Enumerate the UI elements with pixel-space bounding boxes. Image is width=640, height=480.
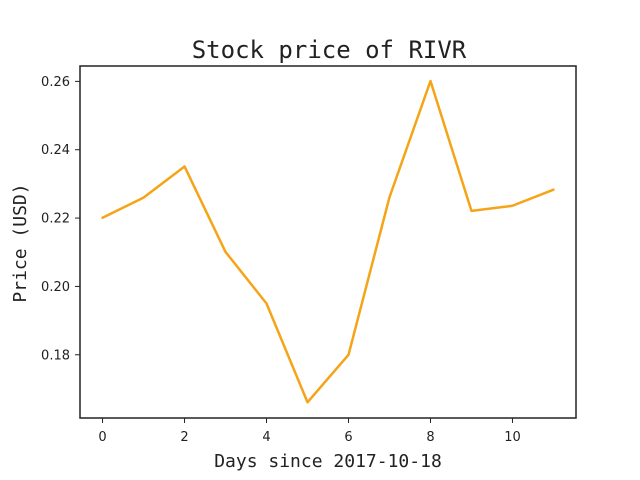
y-tick-label: 0.20 (41, 280, 70, 295)
x-tick-label: 4 (262, 430, 270, 445)
x-tick-label: 8 (426, 430, 434, 445)
series-layer (101, 79, 555, 404)
y-tick-label: 0.26 (41, 75, 70, 90)
x-axis-ticks: 0 2 4 6 8 10 (98, 418, 521, 445)
plot-frame (79, 65, 577, 419)
x-tick-label: 10 (504, 430, 521, 445)
x-tick-label: 6 (344, 430, 352, 445)
y-tick-label: 0.18 (41, 348, 70, 363)
price-series-line (101, 79, 555, 404)
y-tick-label: 0.24 (41, 143, 70, 158)
y-axis-label: Price (USD) (10, 183, 31, 302)
x-tick-label: 2 (180, 430, 188, 445)
x-axis-label: Days since 2017-10-18 (214, 451, 442, 472)
chart-title: Stock price of RIVR (192, 36, 467, 64)
y-tick-label: 0.22 (41, 212, 70, 227)
y-axis-ticks: 0.18 0.20 0.22 0.24 0.26 (41, 75, 80, 363)
x-tick-label: 0 (98, 430, 106, 445)
